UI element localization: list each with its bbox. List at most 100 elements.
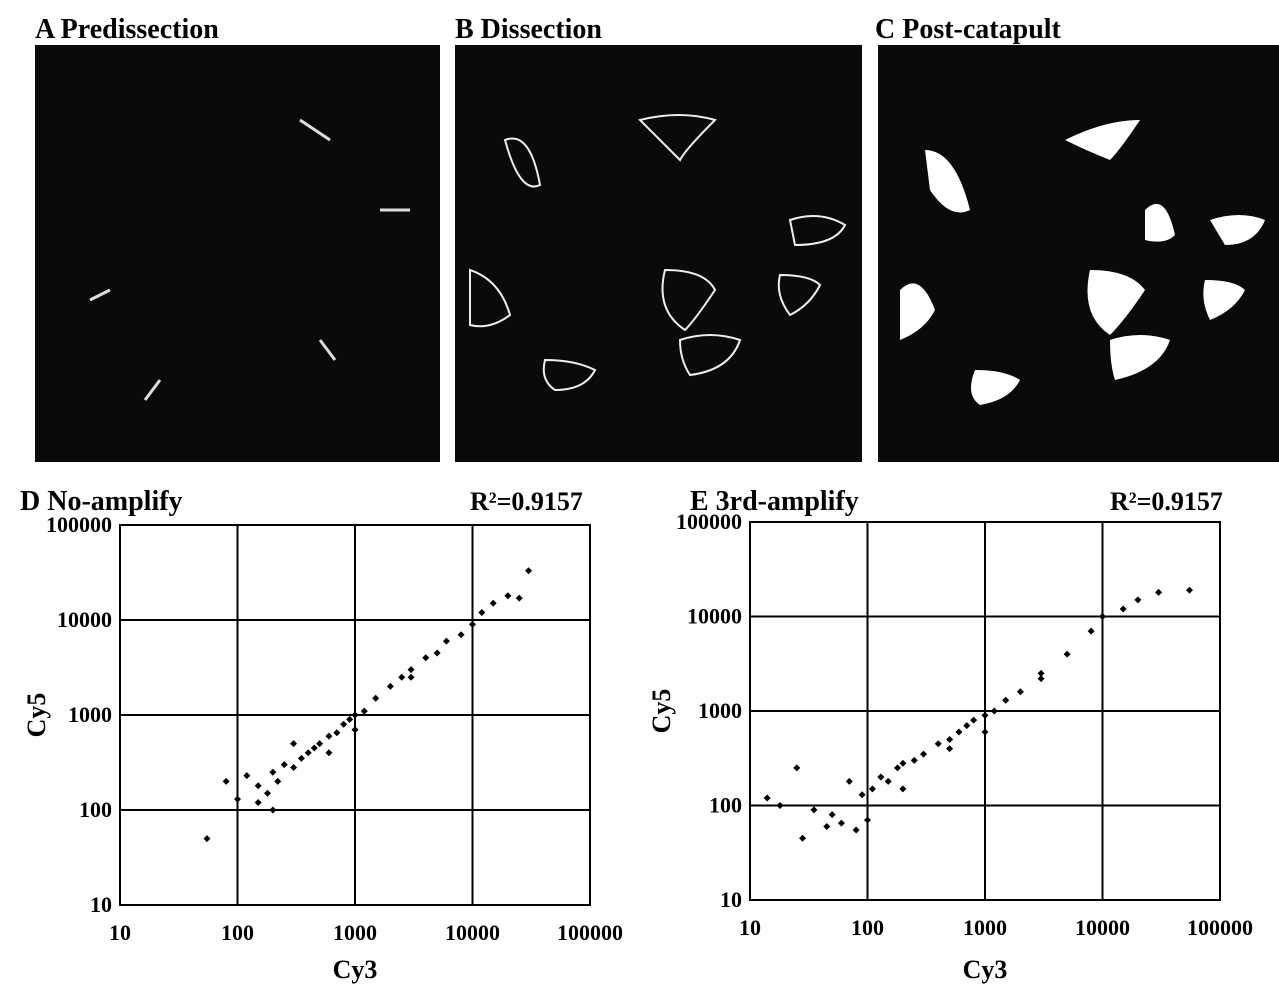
point bbox=[934, 740, 942, 748]
chart-title: D No-amplify bbox=[20, 486, 183, 517]
x-tick-label: 100000 bbox=[1187, 915, 1253, 940]
point bbox=[858, 791, 866, 799]
point bbox=[990, 707, 998, 715]
panel-title: B Dissection bbox=[455, 14, 602, 45]
point bbox=[1134, 596, 1142, 604]
point bbox=[489, 599, 497, 607]
point bbox=[274, 777, 282, 785]
point bbox=[810, 806, 818, 814]
point bbox=[442, 637, 450, 645]
point bbox=[433, 649, 441, 657]
point bbox=[310, 744, 318, 752]
y-tick-label: 1000 bbox=[68, 702, 112, 727]
point bbox=[457, 631, 465, 639]
y-tick-label: 100000 bbox=[46, 512, 112, 537]
point bbox=[304, 749, 312, 757]
y-tick-label: 10000 bbox=[687, 604, 742, 629]
point bbox=[222, 777, 230, 785]
panel-title: C Post-catapult bbox=[875, 14, 1062, 45]
point bbox=[478, 608, 486, 616]
point bbox=[1063, 650, 1071, 658]
x-tick-label: 100 bbox=[851, 915, 884, 940]
point bbox=[1185, 586, 1193, 594]
y-axis-label: Cy5 bbox=[22, 693, 51, 738]
point bbox=[407, 673, 415, 681]
point bbox=[963, 722, 971, 730]
point bbox=[970, 716, 978, 724]
x-tick-label: 100000 bbox=[557, 920, 623, 945]
point bbox=[1037, 669, 1045, 677]
x-tick-label: 100 bbox=[221, 920, 254, 945]
y-tick-label: 100 bbox=[79, 797, 112, 822]
point bbox=[776, 802, 784, 809]
point bbox=[386, 682, 394, 690]
point bbox=[203, 835, 211, 843]
panel-title: A Predissection bbox=[35, 14, 219, 45]
point bbox=[1002, 696, 1010, 704]
x-tick-label: 10 bbox=[739, 915, 761, 940]
point bbox=[893, 764, 901, 772]
point bbox=[316, 740, 324, 748]
y-tick-label: 100000 bbox=[676, 509, 742, 534]
point bbox=[254, 782, 262, 790]
y-tick-label: 10000 bbox=[57, 607, 112, 632]
point bbox=[852, 826, 860, 834]
point bbox=[1037, 675, 1045, 683]
point bbox=[955, 728, 963, 736]
point bbox=[398, 673, 406, 681]
point bbox=[360, 707, 368, 715]
point bbox=[422, 654, 430, 662]
x-axis-label: Cy3 bbox=[333, 955, 378, 984]
x-axis-label: Cy3 bbox=[963, 955, 1008, 984]
point bbox=[234, 795, 241, 803]
x-tick-label: 10000 bbox=[445, 920, 500, 945]
point bbox=[1155, 588, 1163, 596]
point bbox=[845, 777, 853, 785]
y-tick-label: 10 bbox=[720, 887, 742, 912]
chart-title: E 3rd-amplify bbox=[690, 486, 859, 517]
y-axis-label: Cy5 bbox=[647, 689, 676, 734]
point bbox=[946, 735, 954, 743]
point bbox=[1087, 627, 1095, 635]
annotation: R²=0.9157 bbox=[470, 487, 583, 516]
point bbox=[515, 594, 523, 602]
point bbox=[823, 822, 831, 830]
point bbox=[981, 711, 989, 719]
point bbox=[333, 729, 341, 737]
point bbox=[263, 789, 271, 797]
point bbox=[297, 754, 305, 762]
y-tick-label: 100 bbox=[709, 793, 742, 818]
point bbox=[799, 834, 807, 842]
point bbox=[877, 773, 885, 781]
point bbox=[899, 785, 907, 793]
point bbox=[340, 720, 348, 728]
point bbox=[290, 740, 298, 748]
point bbox=[351, 726, 359, 734]
point bbox=[763, 794, 771, 802]
point bbox=[325, 732, 333, 740]
point bbox=[325, 749, 333, 757]
point bbox=[946, 745, 954, 753]
x-tick-label: 1000 bbox=[963, 915, 1007, 940]
point bbox=[280, 761, 288, 769]
micrograph-b bbox=[455, 45, 862, 462]
y-tick-label: 10 bbox=[90, 892, 112, 917]
point bbox=[269, 806, 277, 814]
point bbox=[243, 772, 251, 780]
point bbox=[269, 768, 277, 776]
point bbox=[407, 666, 415, 674]
point bbox=[351, 711, 359, 719]
point bbox=[1099, 613, 1106, 620]
point bbox=[920, 750, 928, 758]
point bbox=[504, 592, 512, 600]
x-tick-label: 10 bbox=[109, 920, 131, 945]
x-tick-label: 1000 bbox=[333, 920, 377, 945]
point bbox=[868, 785, 876, 793]
point bbox=[1119, 605, 1127, 613]
y-tick-label: 1000 bbox=[698, 698, 742, 723]
point bbox=[884, 777, 892, 785]
point bbox=[899, 759, 907, 767]
point bbox=[525, 567, 533, 575]
point bbox=[910, 756, 918, 764]
